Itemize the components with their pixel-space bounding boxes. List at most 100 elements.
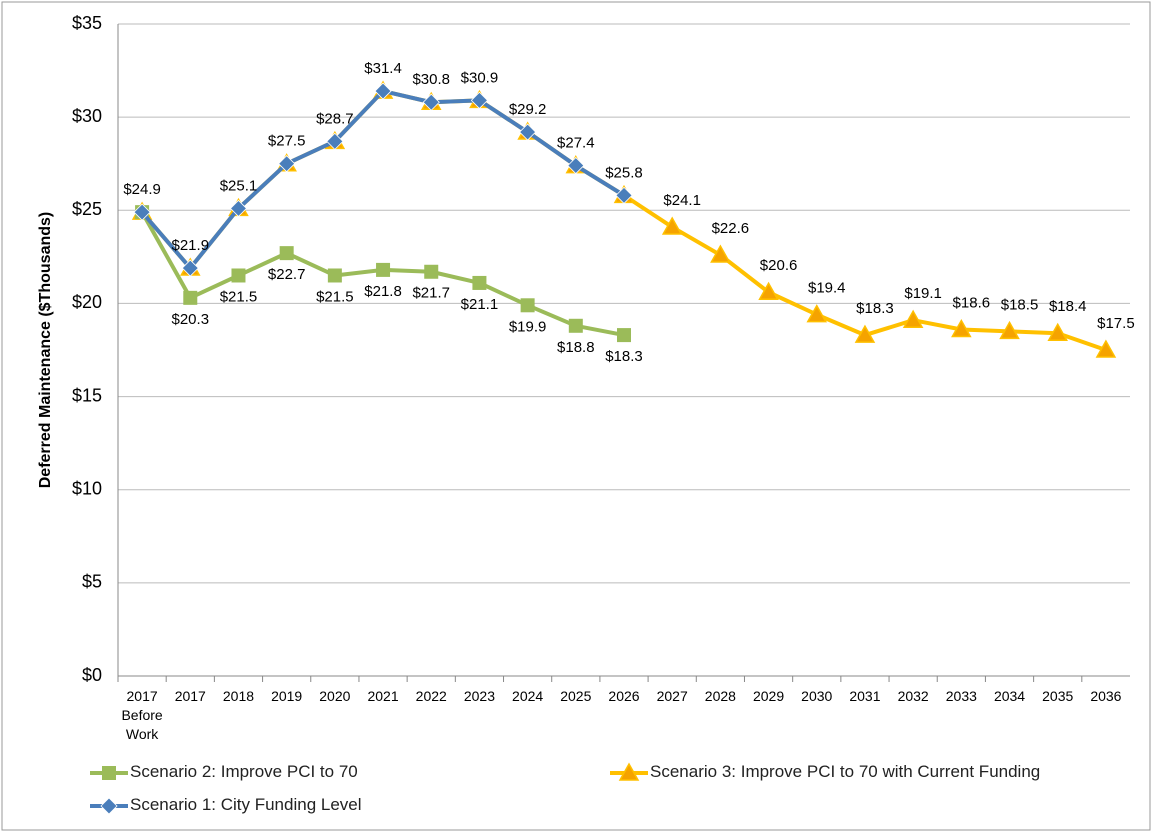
x-tick-label: 2017 Before Work [121, 688, 163, 742]
x-tick-label: 2035 [1042, 688, 1074, 704]
x-tick-label: 2031 [849, 688, 881, 704]
data-label: $21.7 [412, 285, 450, 302]
y-tick-label: $35 [72, 13, 102, 33]
x-tick-label: 2032 [897, 688, 929, 704]
data-label: $25.8 [605, 164, 643, 181]
x-tick-label: 2021 [367, 688, 399, 704]
point [229, 199, 248, 217]
point [854, 324, 876, 343]
x-tick-label: 2019 [271, 688, 303, 704]
data-label: $21.5 [316, 288, 354, 305]
point [472, 275, 487, 290]
point [951, 318, 972, 338]
x-tick-label: 2028 [704, 688, 736, 704]
data-label: $21.5 [220, 288, 258, 305]
x-tick-label: 2017 [174, 688, 206, 704]
data-label: $18.6 [953, 294, 991, 311]
point [183, 290, 198, 305]
x-tick-label: 2024 [512, 688, 544, 704]
x-tick-label: 2033 [945, 688, 977, 704]
series [133, 82, 633, 277]
point [902, 309, 924, 328]
point [422, 93, 440, 111]
point [181, 259, 199, 277]
x-tick-label: 2020 [319, 688, 351, 704]
y-tick-label: $10 [72, 478, 102, 498]
legend-item [90, 766, 128, 780]
legend-marker [102, 766, 116, 780]
point [133, 203, 151, 221]
data-label: $21.9 [172, 237, 210, 254]
point [519, 123, 537, 141]
x-tick-label: 2025 [560, 688, 592, 704]
data-label: $21.8 [364, 283, 402, 300]
y-axis-title: Deferred Maintenance ($Thousands) [37, 212, 54, 489]
legend-label: Scenario 3: Improve PCI to 70 with Curre… [650, 762, 1041, 781]
data-label: $27.4 [557, 135, 595, 152]
point [376, 262, 391, 277]
data-label: $18.8 [557, 339, 595, 356]
point [567, 157, 585, 175]
point [568, 318, 583, 333]
data-label: $27.5 [268, 133, 306, 150]
data-label: $25.1 [220, 177, 258, 194]
y-tick-label: $15 [72, 385, 102, 405]
point [758, 281, 779, 301]
point [279, 246, 294, 261]
data-label: $20.6 [760, 257, 798, 274]
y-tick-label: $5 [82, 572, 102, 592]
x-tick-label: 2036 [1090, 688, 1122, 704]
point [1095, 339, 1117, 358]
data-label: $29.2 [509, 101, 547, 118]
x-tick-label: 2023 [463, 688, 495, 704]
legend-label: Scenario 1: City Funding Level [130, 795, 362, 814]
series [135, 205, 631, 343]
data-label: $22.6 [712, 220, 750, 237]
x-tick-label: 2029 [752, 688, 785, 704]
x-tick-label: 2030 [801, 688, 833, 704]
point [710, 244, 731, 263]
data-label: $21.1 [461, 296, 499, 313]
data-label: $28.7 [316, 110, 354, 127]
point [520, 298, 535, 313]
legend-marker [100, 797, 118, 815]
x-tick-label: 2034 [993, 688, 1026, 704]
data-label: $19.1 [904, 285, 942, 302]
x-tick-label: 2022 [415, 688, 447, 704]
data-label: $24.1 [663, 192, 701, 209]
legend-item [610, 762, 648, 781]
point [326, 132, 344, 150]
x-tick-label: 2026 [608, 688, 640, 704]
legend-marker [618, 762, 640, 781]
data-label: $30.8 [412, 71, 450, 88]
point [1047, 322, 1068, 341]
point [661, 216, 683, 235]
legend-label: Scenario 2: Improve PCI to 70 [130, 762, 358, 781]
data-label: $24.9 [123, 181, 161, 198]
data-label: $18.4 [1049, 298, 1087, 315]
y-tick-label: $25 [72, 199, 102, 219]
data-label: $22.7 [268, 266, 306, 283]
point [374, 82, 392, 100]
series [131, 80, 1117, 358]
x-tick-label: 2018 [222, 688, 255, 704]
point [278, 155, 296, 173]
point [806, 304, 828, 323]
point [424, 264, 439, 279]
data-label: $18.3 [856, 300, 894, 317]
point [327, 268, 342, 283]
data-label: $17.5 [1097, 315, 1135, 332]
point [999, 320, 1020, 340]
legend-item [90, 797, 128, 815]
data-label: $19.4 [808, 280, 846, 297]
data-label: $18.5 [1001, 296, 1039, 313]
point [617, 328, 631, 343]
data-label: $18.3 [605, 348, 643, 365]
x-tick-label: 2027 [656, 688, 688, 704]
data-label: $31.4 [364, 60, 402, 77]
point [231, 268, 246, 283]
y-tick-label: $0 [82, 665, 102, 685]
